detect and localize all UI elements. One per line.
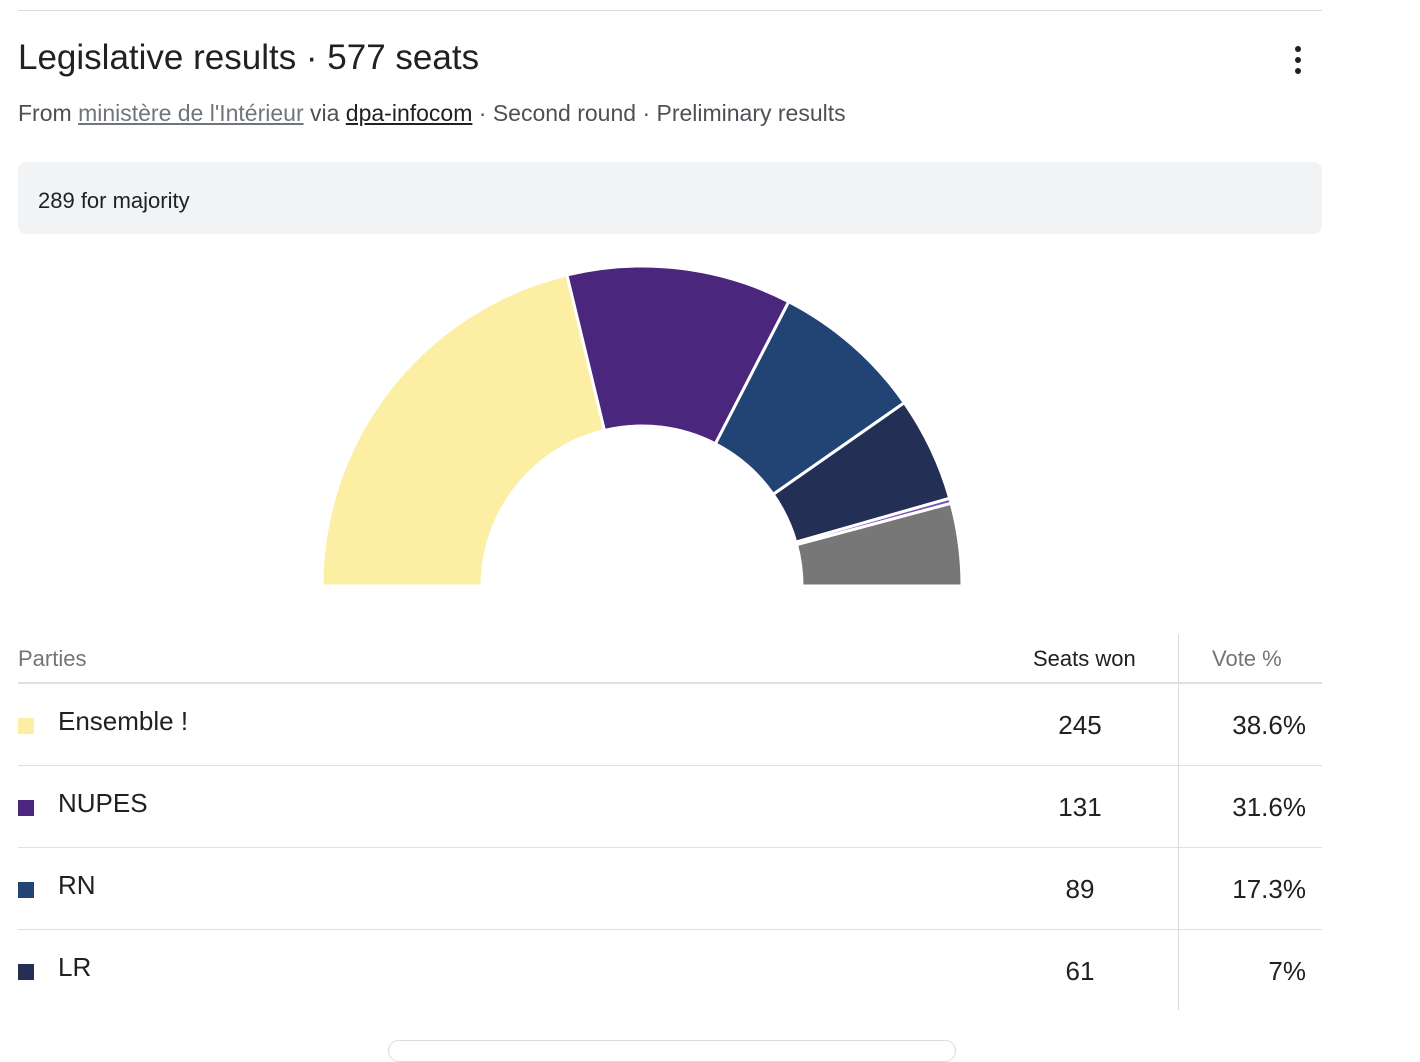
show-more-button[interactable]: [388, 1040, 956, 1062]
row-divider: [18, 765, 1322, 766]
table-row[interactable]: NUPES 131 31.6%: [18, 766, 1322, 848]
seats-won: 131: [1058, 792, 1102, 822]
more-vert-icon-dot: [1295, 57, 1301, 63]
majority-label: 289 for majority: [38, 188, 190, 213]
table-row[interactable]: RN 89 17.3%: [18, 848, 1322, 930]
round-label: · Second round: [478, 100, 637, 126]
party-color-swatch: [18, 882, 34, 898]
top-divider: [18, 10, 1322, 11]
seats-won: 245: [1058, 710, 1102, 740]
vote-percent: 7%: [1268, 956, 1306, 986]
party-name: Ensemble !: [58, 706, 189, 736]
more-options-button[interactable]: [1280, 40, 1316, 80]
chart-slice-nupes[interactable]: [565, 264, 791, 446]
majority-banner: 289 for majority: [18, 162, 1322, 234]
provider-link[interactable]: dpa-infocom: [345, 100, 473, 126]
party-name: LR: [58, 952, 92, 982]
header-divider: [18, 682, 1322, 684]
seats-won: 89: [1065, 874, 1095, 904]
seat-chart: [320, 264, 964, 588]
chart-slice-ensemble[interactable]: [320, 273, 607, 588]
more-vert-icon: [1295, 46, 1301, 52]
table-row[interactable]: LR 61 7%: [18, 930, 1322, 1012]
column-header-vote[interactable]: Vote %: [1212, 646, 1282, 671]
party-color-swatch: [18, 964, 34, 980]
row-divider: [18, 847, 1322, 848]
party-color-swatch: [18, 718, 34, 734]
table-row[interactable]: Ensemble ! 245 38.6%: [18, 684, 1322, 766]
from-label: From: [18, 100, 72, 126]
vote-percent: 38.6%: [1232, 710, 1306, 740]
seats-won: 61: [1065, 956, 1095, 986]
column-header-seats[interactable]: Seats won: [1033, 646, 1136, 671]
via-label: via: [310, 100, 340, 126]
column-header-parties: Parties: [18, 646, 87, 671]
source-link[interactable]: ministère de l'Intérieur: [78, 100, 304, 126]
source-line: From ministère de l'Intérieur via dpa-in…: [18, 100, 846, 127]
vote-percent: 31.6%: [1232, 792, 1306, 822]
chart-slice-other-5[interactable]: [794, 501, 964, 588]
row-divider: [18, 929, 1322, 930]
party-name: NUPES: [58, 788, 148, 818]
more-vert-icon-dot: [1295, 68, 1301, 74]
status-label: · Preliminary results: [642, 100, 846, 126]
column-divider: [1178, 634, 1179, 1010]
party-name: RN: [58, 870, 96, 900]
vote-percent: 17.3%: [1232, 874, 1306, 904]
party-color-swatch: [18, 800, 34, 816]
page-title: Legislative results · 577 seats: [18, 38, 480, 77]
